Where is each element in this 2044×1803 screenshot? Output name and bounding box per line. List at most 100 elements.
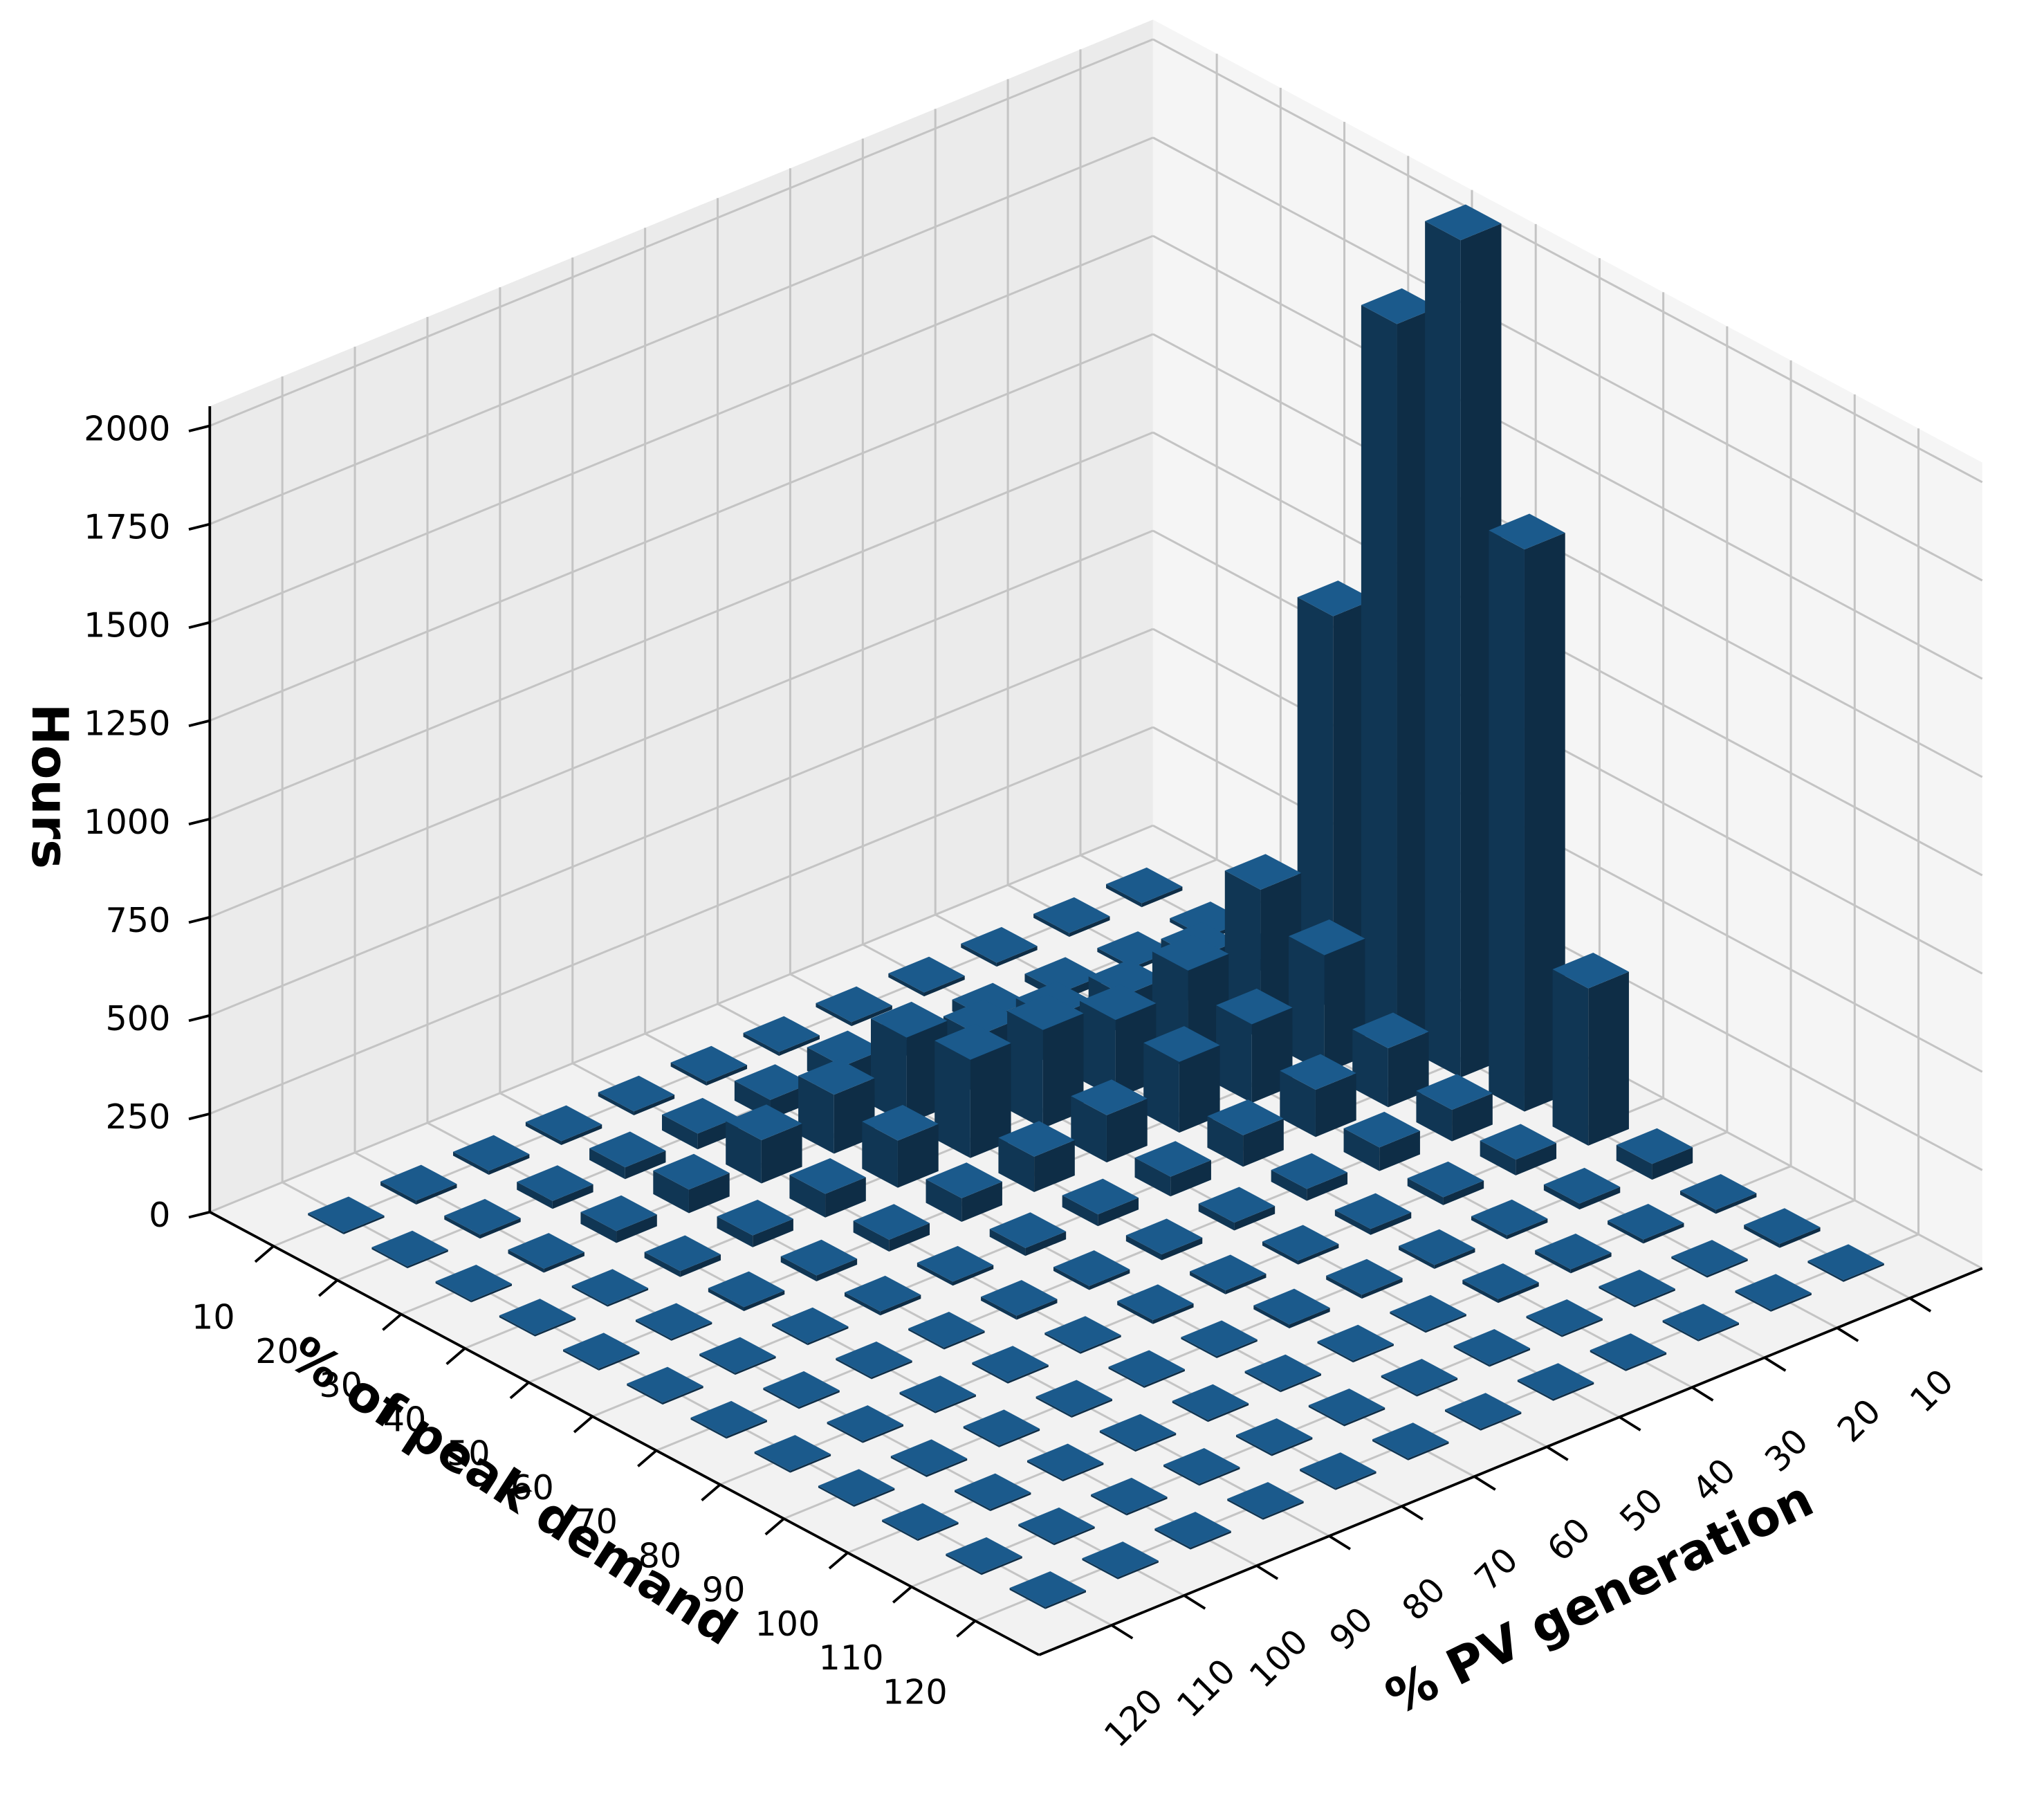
x-tick-label: 100 <box>755 1604 820 1644</box>
bar-top <box>961 926 1038 963</box>
bar-top <box>972 1346 1049 1382</box>
bar-side <box>816 1003 852 1027</box>
bar-side <box>1125 1235 1162 1261</box>
bar <box>1407 1161 1484 1205</box>
bar-side <box>1208 1403 1249 1422</box>
bar <box>1444 1393 1522 1431</box>
bar-top <box>1053 1250 1130 1286</box>
y-tick-label: 60 <box>1539 1510 1598 1568</box>
bar-side <box>1599 1286 1635 1308</box>
bar-side <box>552 1184 593 1209</box>
bar <box>308 1196 385 1234</box>
z-tick <box>188 1014 210 1023</box>
bar-side <box>1190 1271 1226 1294</box>
bar-side <box>798 1075 834 1154</box>
bar-top <box>1352 1012 1429 1049</box>
bar-side <box>1417 1378 1458 1397</box>
bar-side <box>661 1114 698 1150</box>
bar-side <box>943 1330 985 1350</box>
bar <box>1099 1413 1177 1452</box>
bar-side <box>1018 1523 1054 1546</box>
bar <box>1372 1422 1449 1461</box>
bar-side <box>753 1218 793 1247</box>
bar-side <box>1807 1261 1844 1282</box>
bar-side <box>708 1288 744 1311</box>
bar-top <box>1163 1447 1240 1484</box>
bar-side <box>871 1360 912 1380</box>
bar-top <box>1381 1359 1458 1395</box>
x-tick <box>637 1449 658 1467</box>
grid-line <box>209 136 1154 525</box>
bar-top <box>1361 288 1438 324</box>
bar-side <box>1053 1267 1089 1290</box>
z-axis-label: Hours <box>21 704 79 869</box>
y-tick <box>1691 1386 1714 1402</box>
bar <box>1453 1329 1531 1367</box>
bar-top <box>444 1198 521 1235</box>
bar-top <box>807 1030 884 1067</box>
bar <box>963 1409 1040 1447</box>
bar-side <box>1170 1160 1211 1197</box>
bar-top <box>1308 1388 1385 1425</box>
bar-side <box>772 1324 808 1346</box>
bar-top <box>1198 1187 1276 1223</box>
bar-side <box>508 1250 544 1273</box>
bar-side <box>488 1154 530 1175</box>
bar-side <box>935 1394 976 1413</box>
bar-side <box>1408 1441 1449 1461</box>
z-tick <box>188 424 210 432</box>
bar-top <box>890 1439 968 1476</box>
bar-side <box>890 1456 927 1477</box>
bar <box>1035 1380 1113 1418</box>
bar-side <box>1207 1116 1244 1167</box>
z-tick-label: 1250 <box>84 704 170 744</box>
bar-top <box>1071 1079 1148 1115</box>
bar <box>452 1135 530 1175</box>
bar-side <box>982 1556 1022 1575</box>
bar-side <box>1516 1143 1557 1175</box>
bar <box>1590 1333 1667 1371</box>
bar <box>1289 919 1365 1074</box>
bar-top <box>1035 1380 1113 1416</box>
bar-top <box>899 1375 976 1411</box>
bar-top <box>1216 988 1293 1025</box>
bar-side <box>662 1386 703 1405</box>
bar <box>1679 1174 1757 1214</box>
bar-side <box>825 1177 866 1218</box>
bar-top <box>908 1311 985 1348</box>
bar <box>1143 1026 1220 1133</box>
bar-side <box>535 1317 576 1337</box>
bar-side <box>634 1095 675 1116</box>
bar <box>726 1104 802 1184</box>
bar-side <box>1370 1212 1412 1235</box>
bar-top <box>1154 1512 1231 1548</box>
x-tick <box>701 1483 721 1501</box>
bar-side <box>589 1148 625 1180</box>
bar-top <box>1271 1153 1348 1189</box>
bar <box>1018 1507 1095 1546</box>
y-tick <box>1328 1535 1351 1550</box>
bar-side <box>1163 1465 1199 1486</box>
bar-side <box>899 1392 936 1413</box>
bar <box>899 1375 976 1413</box>
bar <box>1308 1388 1385 1427</box>
bar-side <box>717 1216 753 1247</box>
bar <box>1227 1482 1304 1520</box>
bar-top <box>598 1075 675 1112</box>
grid-line <box>209 235 1154 624</box>
bar-side <box>671 1322 712 1341</box>
bar <box>1026 1443 1104 1482</box>
bar-side <box>1662 1320 1699 1342</box>
y-tick-label: 20 <box>1830 1391 1888 1449</box>
bar-top <box>1616 1128 1693 1164</box>
bar-side <box>1635 1288 1675 1308</box>
bar <box>955 1473 1031 1512</box>
bar <box>1326 1259 1403 1299</box>
bar-side <box>1071 1399 1113 1418</box>
bar <box>1163 1447 1240 1486</box>
bar-side <box>1199 1467 1240 1486</box>
grid-line <box>1152 136 1983 582</box>
bar <box>1207 1099 1284 1167</box>
bar-top <box>308 1196 385 1233</box>
bar <box>435 1264 513 1303</box>
